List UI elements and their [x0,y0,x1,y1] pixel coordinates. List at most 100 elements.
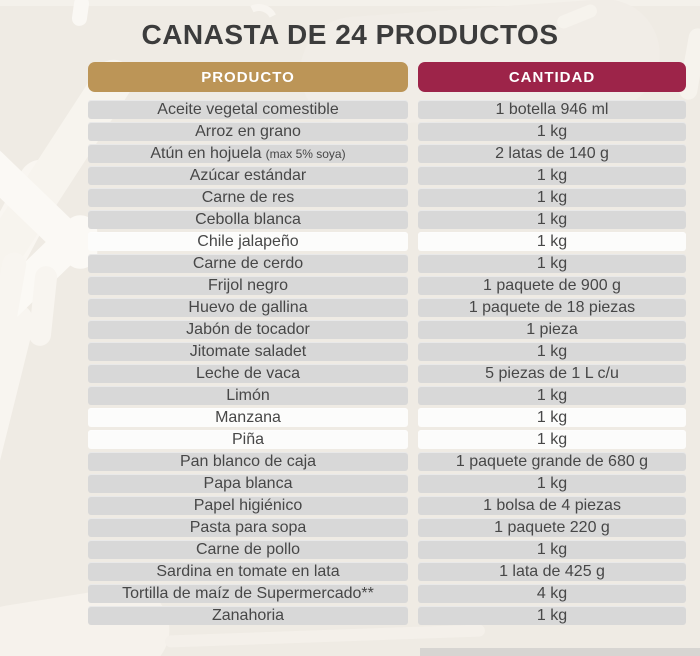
product-cell: Papa blanca [88,474,408,493]
table-row: Leche de vaca 5 piezas de 1 L c/u [88,364,686,383]
quantity-cell: 1 kg [418,254,686,273]
quantity-cell: 1 pieza [418,320,686,339]
quantity-cell: 1 kg [418,188,686,207]
product-cell: Limón [88,386,408,405]
quantity-cell: 1 kg [418,386,686,405]
product-cell: Carne de pollo [88,540,408,559]
quantity-cell: 1 paquete grande de 680 g [418,452,686,471]
quantity-cell: 1 botella 946 ml [418,100,686,119]
product-cell: Leche de vaca [88,364,408,383]
table-row: Carne de cerdo 1 kg [88,254,686,273]
table-row: Carne de res 1 kg [88,188,686,207]
watermark-shape [164,624,486,648]
quantity-cell: 1 kg [418,474,686,493]
product-cell: Pasta para sopa [88,518,408,537]
quantity-cell: 1 kg [418,408,686,427]
column-header-producto-label: PRODUCTO [201,68,295,86]
product-cell: Cebolla blanca [88,210,408,229]
quantity-cell: 1 kg [418,606,686,625]
quantity-cell: 1 kg [418,210,686,229]
quantity-cell: 1 bolsa de 4 piezas [418,496,686,515]
table-row: Piña 1 kg [88,430,686,449]
product-label: Azúcar estándar [189,166,307,184]
table-row: Azúcar estándar 1 kg [88,166,686,185]
product-label: Carne de res [201,188,295,206]
product-cell: Carne de res [88,188,408,207]
product-cell: Azúcar estándar [88,166,408,185]
quantity-cell: 1 kg [418,430,686,449]
product-label: Leche de vaca [195,364,301,382]
product-cell: Tortilla de maíz de Supermercado** [88,584,408,603]
quantity-cell: 5 piezas de 1 L c/u [418,364,686,383]
product-cell: Huevo de gallina [88,298,408,317]
table-row: Cebolla blanca 1 kg [88,210,686,229]
table-row: Chile jalapeño 1 kg [88,232,686,251]
product-cell: Papel higiénico [88,496,408,515]
product-label: Chile jalapeño [197,232,299,250]
page-title: CANASTA DE 24 PRODUCTOS [141,19,559,50]
quantity-cell: 1 kg [418,540,686,559]
table-row: Jitomate saladet 1 kg [88,342,686,361]
product-label: Carne de cerdo [192,254,304,272]
watermark-shape [0,0,700,6]
table-row: Zanahoria 1 kg [88,606,686,625]
table-row: Papa blanca 1 kg [88,474,686,493]
product-label: Carne de pollo [195,540,301,558]
table-row: Pan blanco de caja 1 paquete grande de 68… [88,452,686,471]
column-header-producto: PRODUCTO [88,62,408,92]
product-cell: Zanahoria [88,606,408,625]
product-label: Papa blanca [203,474,293,492]
table-row: Sardina en tomate en lata 1 lata de 425 g [88,562,686,581]
product-label: Papel higiénico [193,496,303,514]
product-label: Aceite vegetal comestible [157,100,339,118]
table-row: Manzana 1 kg [88,408,686,427]
table-row: Frijol negro 1 paquete de 900 g [88,276,686,295]
product-cell: Arroz en grano [88,122,408,141]
quantity-cell: 1 paquete de 900 g [418,276,686,295]
quantity-cell: 1 kg [418,232,686,251]
quantity-cell: 1 kg [418,166,686,185]
quantity-cell: 1 paquete de 18 piezas [418,298,686,317]
bottom-edge-strip [420,648,700,656]
product-label: Huevo de gallina [188,298,308,316]
table-row: Limón 1 kg [88,386,686,405]
table-row: Aceite vegetal comestible 1 botella 946 m… [88,100,686,119]
product-note: (max 5% soya) [265,146,346,161]
product-cell: Frijol negro [88,276,408,295]
column-header-cantidad-label: CANTIDAD [508,68,596,86]
quantity-cell: 4 kg [418,584,686,603]
product-label: Tortilla de maíz de Supermercado** [122,584,374,602]
table-row: Pasta para sopa 1 paquete 220 g [88,518,686,537]
product-label: Sardina en tomate en lata [156,562,340,580]
table-row: Papel higiénico 1 bolsa de 4 piezas [88,496,686,515]
table-row: Carne de pollo 1 kg [88,540,686,559]
product-label: Jabón de tocador [186,320,310,338]
table-rows: Aceite vegetal comestible 1 botella 946 m… [88,100,686,625]
product-cell: Jitomate saladet [88,342,408,361]
product-cell: Piña [88,430,408,449]
product-cell: Aceite vegetal comestible [88,100,408,119]
product-cell: Jabón de tocador [88,320,408,339]
product-label: Manzana [215,408,281,426]
column-header-cantidad: CANTIDAD [418,62,686,92]
table-row: Atún en hojuela (max 5% soya) 2 latas de 1… [88,144,686,163]
product-label: Jitomate saladet [189,342,307,360]
product-label: Cebolla blanca [195,210,301,228]
product-label: Limón [226,386,270,404]
product-label: Arroz en grano [195,122,301,140]
table-row: Jabón de tocador 1 pieza [88,320,686,339]
product-label: Pasta para sopa [189,518,307,536]
quantity-cell: 2 latas de 140 g [418,144,686,163]
product-label: Atún en hojuela [150,144,262,162]
product-cell: Pan blanco de caja [88,452,408,471]
product-label: Pan blanco de caja [179,452,317,470]
product-cell: Carne de cerdo [88,254,408,273]
quantity-cell: 1 lata de 425 g [418,562,686,581]
quantity-cell: 1 kg [418,342,686,361]
table-row: Tortilla de maíz de Supermercado** 4 kg [88,584,686,603]
product-label: Frijol negro [207,276,289,294]
product-cell: Chile jalapeño [88,232,408,251]
product-label: Zanahoria [211,606,285,624]
quantity-cell: 1 paquete 220 g [418,518,686,537]
